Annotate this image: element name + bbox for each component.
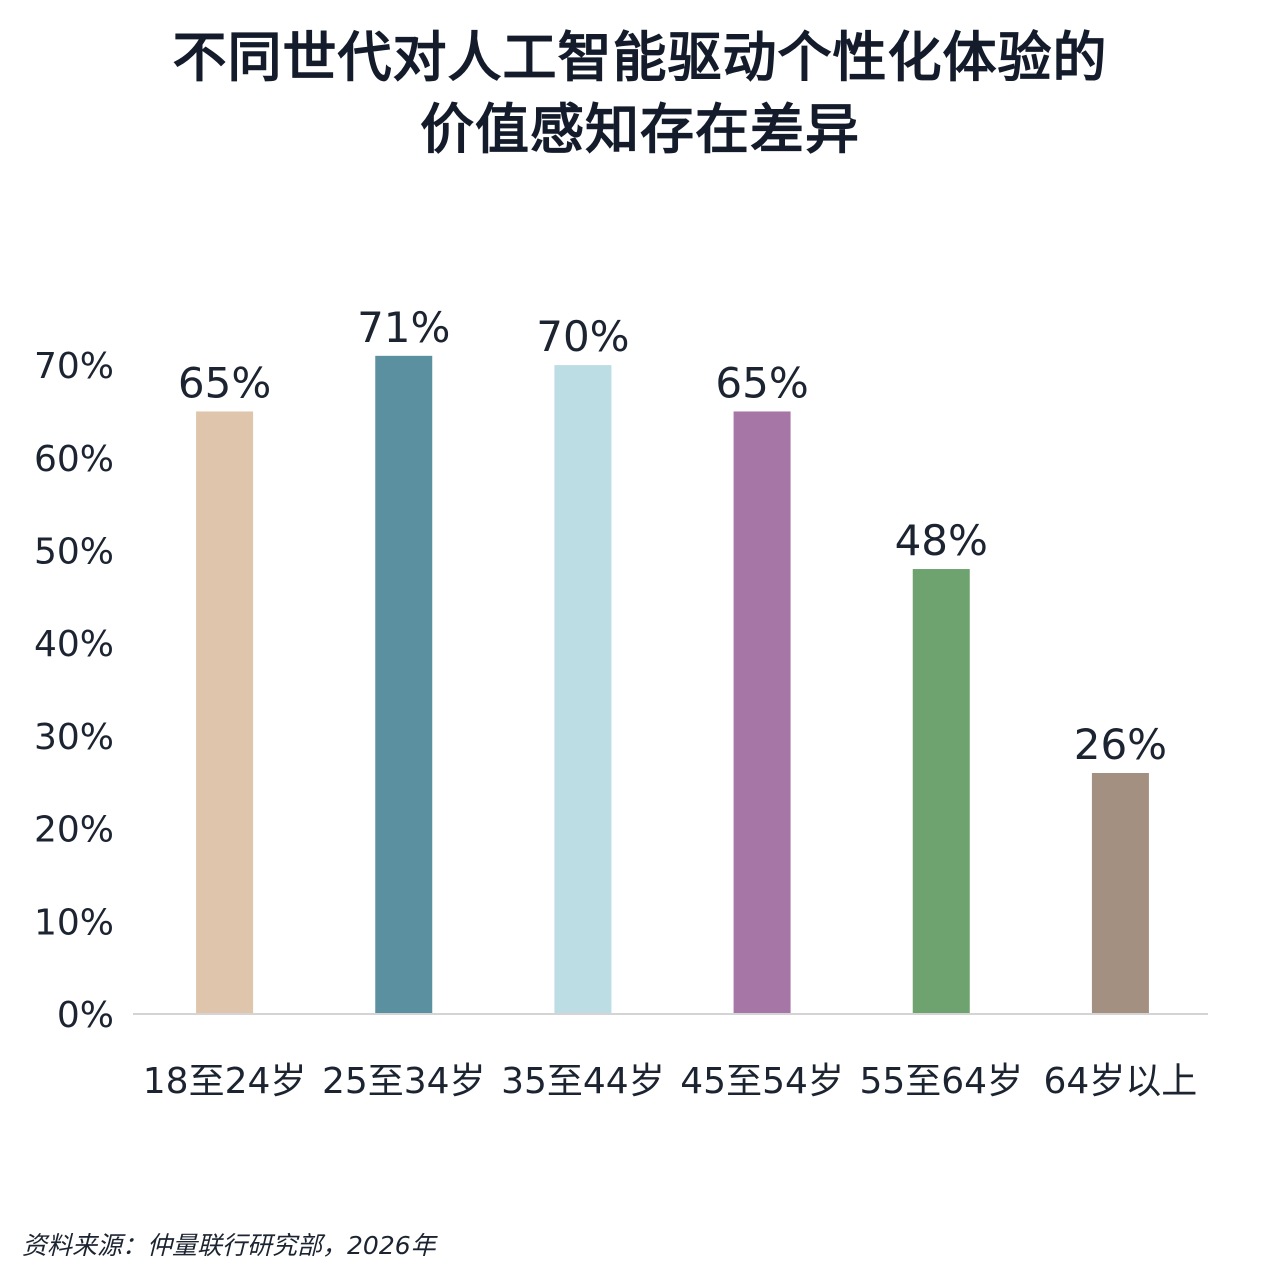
x-tick-label: 35至44岁 [501, 1061, 665, 1102]
bar [733, 411, 791, 1014]
bar [912, 569, 970, 1014]
y-tick-label: 30% [34, 717, 114, 758]
x-tick-label: 18至24岁 [143, 1061, 307, 1102]
bar [375, 355, 433, 1015]
x-axis: 18至24岁 25至34岁 35至44岁 45至54岁 55至64岁 64岁以上 [133, 1013, 1208, 1102]
x-tick-label: 45至54岁 [680, 1061, 844, 1102]
data-label: 65% [178, 358, 271, 407]
y-tick-label: 10% [34, 902, 114, 943]
chart-title: 不同世代对人工智能驱动个性化体验的 价值感知存在差异 [0, 22, 1280, 166]
data-label: 48% [895, 516, 988, 565]
y-tick-label: 50% [34, 532, 114, 573]
bar [196, 411, 254, 1014]
bar [554, 365, 612, 1015]
bar [1091, 772, 1149, 1014]
data-label: 70% [536, 312, 629, 361]
chart-title-line-2: 价值感知存在差异 [420, 98, 860, 161]
y-axis: 0% 10% 20% 30% 40% 50% 60% 70% [34, 346, 114, 1036]
x-tick-label: 25至34岁 [322, 1061, 486, 1102]
x-tick-label: 55至64岁 [859, 1061, 1023, 1102]
y-tick-label: 0% [57, 995, 114, 1036]
data-label: 65% [715, 358, 808, 407]
y-tick-label: 70% [34, 346, 114, 387]
chart-title-line-1: 不同世代对人工智能驱动个性化体验的 [172, 26, 1108, 89]
data-label: 71% [357, 303, 450, 352]
y-tick-label: 40% [34, 624, 114, 665]
source-note: 资料来源：仲量联行研究部，2026年 [22, 1231, 436, 1260]
x-tick-label: 64岁以上 [1044, 1061, 1198, 1102]
y-tick-label: 60% [34, 439, 114, 480]
bars: 65% 71% 70% 65% 48% 26% [178, 303, 1167, 1015]
data-label: 26% [1074, 720, 1167, 769]
y-tick-label: 20% [34, 810, 114, 851]
